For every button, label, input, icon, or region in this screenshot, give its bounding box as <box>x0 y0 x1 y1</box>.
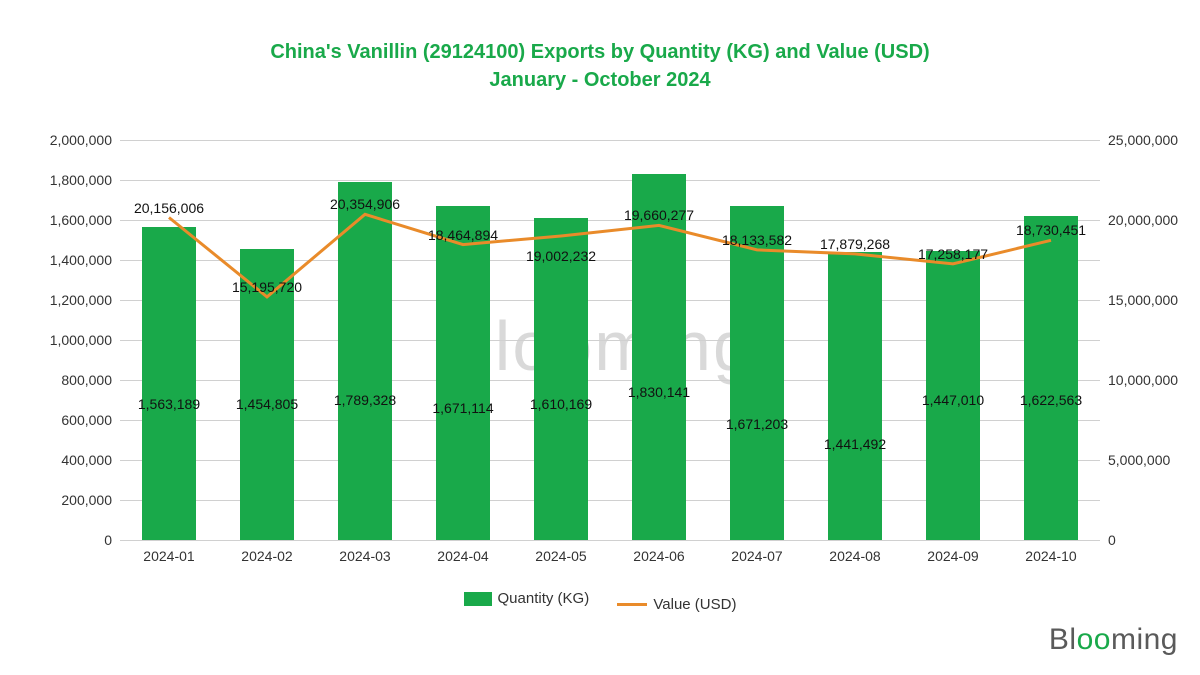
y-left-tick-label: 2,000,000 <box>20 132 120 148</box>
line-data-label: 20,354,906 <box>330 196 400 212</box>
line-data-label: 18,730,451 <box>1016 222 1086 238</box>
y-left-tick-label: 400,000 <box>20 452 120 468</box>
chart-plot: 0200,000400,000600,000800,0001,000,0001,… <box>120 140 1100 540</box>
chart-title-line2: January - October 2024 <box>0 66 1200 94</box>
y-left-tick-label: 1,600,000 <box>20 212 120 228</box>
x-tick-label: 2024-08 <box>829 540 880 564</box>
y-right-tick-label: 25,000,000 <box>1100 132 1200 148</box>
line-data-label: 15,195,720 <box>232 279 302 295</box>
line-data-label: 18,464,894 <box>428 227 498 243</box>
legend-label-quantity: Quantity (KG) <box>498 590 590 607</box>
x-tick-label: 2024-05 <box>535 540 586 564</box>
brand-logo: Blooming <box>1049 623 1178 657</box>
line-data-label: 19,002,232 <box>526 248 596 264</box>
line-data-label: 19,660,277 <box>624 207 694 223</box>
y-left-tick-label: 200,000 <box>20 492 120 508</box>
y-right-tick-label: 0 <box>1100 532 1200 548</box>
x-tick-label: 2024-10 <box>1025 540 1076 564</box>
x-tick-label: 2024-01 <box>143 540 194 564</box>
x-tick-label: 2024-06 <box>633 540 684 564</box>
legend: Quantity (KG) Value (USD) <box>0 590 1200 613</box>
y-left-tick-label: 1,000,000 <box>20 332 120 348</box>
y-left-tick-label: 1,800,000 <box>20 172 120 188</box>
logo-accent: oo <box>1077 623 1111 657</box>
chart-area: 0200,000400,000600,000800,0001,000,0001,… <box>120 140 1100 540</box>
y-right-tick-label: 5,000,000 <box>1100 452 1200 468</box>
y-left-tick-label: 800,000 <box>20 372 120 388</box>
chart-title: China's Vanillin (29124100) Exports by Q… <box>0 0 1200 102</box>
line-data-label: 17,258,177 <box>918 246 988 262</box>
x-tick-label: 2024-09 <box>927 540 978 564</box>
legend-label-value: Value (USD) <box>653 596 736 613</box>
line-series <box>120 140 1100 540</box>
y-left-tick-label: 1,400,000 <box>20 252 120 268</box>
y-right-tick-label: 20,000,000 <box>1100 212 1200 228</box>
legend-item-quantity: Quantity (KG) <box>464 590 590 607</box>
logo-prefix: Bl <box>1049 623 1077 656</box>
x-tick-label: 2024-04 <box>437 540 488 564</box>
x-tick-label: 2024-03 <box>339 540 390 564</box>
y-left-tick-label: 0 <box>20 532 120 548</box>
legend-swatch-line <box>617 603 647 606</box>
line-data-label: 20,156,006 <box>134 200 204 216</box>
x-tick-label: 2024-02 <box>241 540 292 564</box>
legend-swatch-bar <box>464 592 492 606</box>
line-data-label: 17,879,268 <box>820 236 890 252</box>
y-right-tick-label: 10,000,000 <box>1100 372 1200 388</box>
logo-suffix: ming <box>1111 623 1178 656</box>
legend-item-value: Value (USD) <box>617 596 736 613</box>
chart-title-line1: China's Vanillin (29124100) Exports by Q… <box>0 38 1200 66</box>
line-data-label: 18,133,582 <box>722 232 792 248</box>
y-left-tick-label: 1,200,000 <box>20 292 120 308</box>
y-left-tick-label: 600,000 <box>20 412 120 428</box>
x-tick-label: 2024-07 <box>731 540 782 564</box>
y-right-tick-label: 15,000,000 <box>1100 292 1200 308</box>
